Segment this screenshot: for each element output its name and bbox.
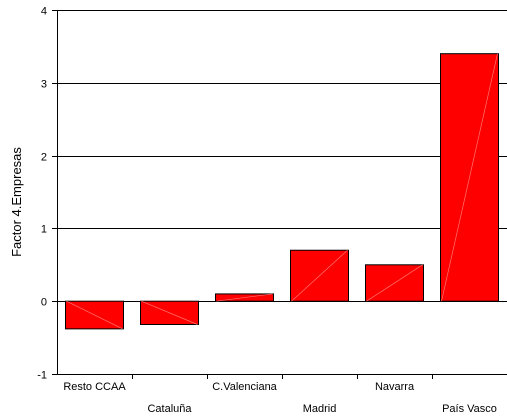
category-label: Navarra <box>375 381 415 393</box>
y-tick-label: 2 <box>41 152 47 164</box>
bar-shading <box>291 249 348 302</box>
y-tick-label: 4 <box>41 6 47 18</box>
y-tick-label: 3 <box>41 79 47 91</box>
category-label: País Vasco <box>442 403 497 415</box>
bar-shading <box>141 300 198 325</box>
y-ticks: -1 0 1 2 3 4 <box>37 6 57 382</box>
y-tick-label: 1 <box>41 224 47 236</box>
category-label: C.Valenciana <box>212 381 277 393</box>
bar-shading <box>366 264 423 302</box>
y-tick-label: -1 <box>37 370 47 382</box>
bar-shading <box>441 53 498 302</box>
category-labels: Resto CCAA Cataluña C.Valenciana Madrid Nava… <box>63 381 497 415</box>
category-label: Resto CCAA <box>63 381 126 393</box>
gridlines <box>57 10 507 302</box>
category-label: Madrid <box>303 403 337 415</box>
category-label: Cataluña <box>147 403 192 415</box>
bar-shading <box>66 300 123 330</box>
bars <box>65 53 499 330</box>
bar-shading <box>216 293 273 302</box>
y-axis-title: Factor 4.Empresas <box>9 147 24 257</box>
y-tick-label: 0 <box>41 297 47 309</box>
axes <box>57 10 507 379</box>
